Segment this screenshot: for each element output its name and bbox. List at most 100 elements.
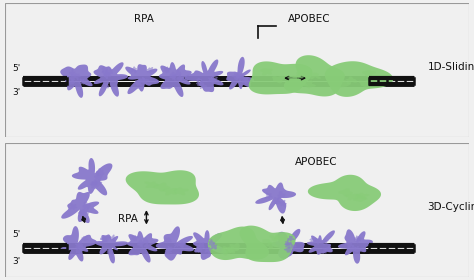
Polygon shape — [287, 76, 300, 83]
Text: 3D-Cycling: 3D-Cycling — [428, 202, 474, 212]
Polygon shape — [96, 168, 105, 176]
Polygon shape — [78, 78, 86, 84]
Polygon shape — [69, 203, 77, 210]
Polygon shape — [144, 242, 151, 249]
Polygon shape — [184, 59, 224, 92]
Polygon shape — [236, 74, 243, 81]
Polygon shape — [310, 238, 316, 244]
Polygon shape — [356, 193, 369, 200]
Polygon shape — [273, 197, 281, 204]
Text: 3': 3' — [13, 256, 21, 265]
Polygon shape — [287, 235, 295, 241]
Polygon shape — [307, 230, 335, 255]
Polygon shape — [338, 229, 373, 264]
Polygon shape — [310, 73, 321, 79]
Polygon shape — [83, 208, 90, 215]
Polygon shape — [325, 61, 393, 97]
Polygon shape — [296, 81, 308, 88]
Polygon shape — [242, 78, 250, 84]
Polygon shape — [75, 243, 82, 249]
Polygon shape — [229, 243, 240, 250]
Polygon shape — [106, 249, 113, 255]
Polygon shape — [354, 246, 362, 253]
Polygon shape — [260, 239, 272, 246]
Polygon shape — [104, 72, 111, 79]
Polygon shape — [95, 234, 128, 263]
Polygon shape — [274, 234, 285, 242]
Polygon shape — [274, 198, 281, 204]
Polygon shape — [200, 82, 207, 89]
Polygon shape — [165, 249, 172, 255]
Polygon shape — [345, 194, 358, 200]
Polygon shape — [68, 75, 76, 81]
Text: RPA: RPA — [134, 14, 154, 24]
Polygon shape — [167, 246, 173, 251]
Polygon shape — [75, 248, 82, 255]
Polygon shape — [291, 244, 297, 250]
Polygon shape — [210, 243, 217, 249]
Polygon shape — [164, 237, 172, 244]
Text: 5': 5' — [13, 230, 21, 239]
Polygon shape — [284, 55, 345, 97]
Polygon shape — [267, 242, 278, 249]
Polygon shape — [174, 188, 189, 195]
Polygon shape — [308, 175, 381, 211]
Polygon shape — [358, 80, 371, 87]
Polygon shape — [240, 226, 296, 262]
Polygon shape — [164, 67, 171, 73]
Polygon shape — [285, 242, 292, 249]
Polygon shape — [60, 64, 92, 98]
Polygon shape — [174, 69, 181, 76]
Polygon shape — [260, 68, 273, 76]
Polygon shape — [284, 247, 292, 253]
Polygon shape — [208, 239, 216, 246]
Polygon shape — [75, 241, 83, 248]
Polygon shape — [176, 74, 183, 81]
Polygon shape — [69, 69, 75, 75]
Polygon shape — [94, 172, 103, 180]
Text: 1D-Sliding: 1D-Sliding — [428, 62, 474, 72]
Polygon shape — [277, 191, 285, 199]
Polygon shape — [322, 248, 329, 254]
Polygon shape — [156, 226, 194, 261]
Polygon shape — [169, 75, 176, 81]
Polygon shape — [325, 245, 333, 252]
Polygon shape — [242, 76, 248, 83]
Polygon shape — [142, 237, 148, 243]
Text: APOBEC: APOBEC — [295, 157, 337, 167]
Polygon shape — [196, 78, 202, 85]
Polygon shape — [130, 66, 137, 73]
Polygon shape — [109, 235, 116, 241]
Polygon shape — [100, 237, 106, 243]
Polygon shape — [265, 193, 273, 199]
Polygon shape — [321, 239, 328, 246]
Polygon shape — [146, 67, 154, 74]
Polygon shape — [106, 67, 113, 75]
Polygon shape — [137, 242, 144, 248]
Polygon shape — [78, 245, 85, 251]
Polygon shape — [93, 62, 128, 97]
Polygon shape — [177, 241, 185, 248]
Polygon shape — [170, 72, 177, 79]
Polygon shape — [135, 79, 142, 86]
Polygon shape — [287, 76, 301, 85]
Polygon shape — [82, 235, 89, 242]
Polygon shape — [102, 69, 110, 77]
Polygon shape — [350, 245, 356, 251]
Polygon shape — [223, 246, 234, 254]
Polygon shape — [302, 80, 316, 88]
Polygon shape — [226, 57, 254, 90]
Polygon shape — [284, 239, 292, 246]
Polygon shape — [67, 78, 75, 85]
Polygon shape — [138, 77, 145, 83]
Polygon shape — [228, 246, 239, 253]
Polygon shape — [354, 237, 361, 243]
Polygon shape — [100, 237, 108, 242]
Polygon shape — [72, 158, 112, 195]
Polygon shape — [137, 240, 145, 246]
Polygon shape — [249, 61, 312, 94]
Polygon shape — [163, 188, 177, 195]
Polygon shape — [269, 234, 281, 241]
Polygon shape — [296, 72, 309, 78]
Polygon shape — [208, 76, 215, 84]
